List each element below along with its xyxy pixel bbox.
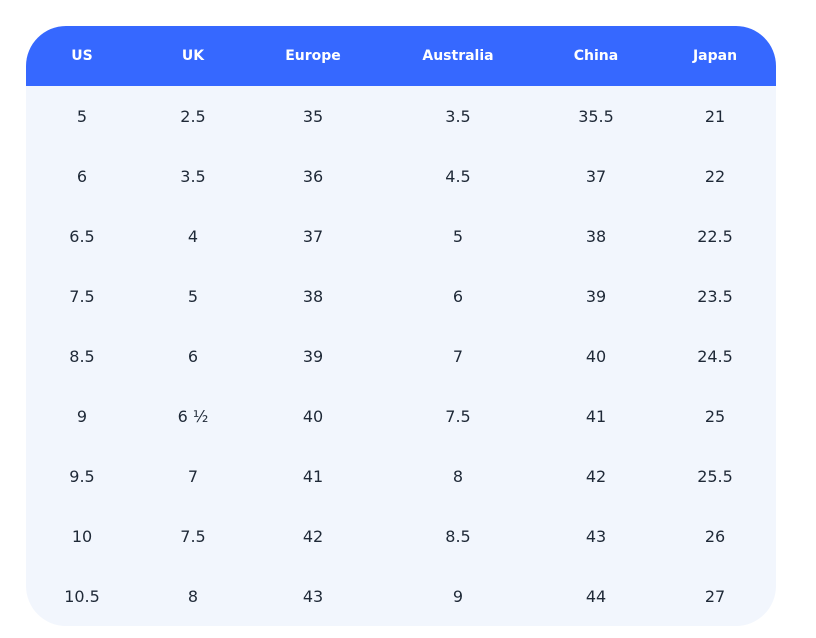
table-cell: 39 xyxy=(585,286,607,306)
table-cell: 22 xyxy=(704,166,726,186)
table-cell: 21 xyxy=(704,106,726,126)
table-cell: 3.5 xyxy=(180,166,206,186)
table-cell: 37 xyxy=(585,166,607,186)
table-cell: 40 xyxy=(302,406,324,426)
table-cell: 6 xyxy=(76,166,88,186)
table-cell: 43 xyxy=(302,586,324,606)
table-cell: 5 xyxy=(76,106,88,126)
table-cell: 42 xyxy=(585,466,607,486)
table-cell: 8 xyxy=(452,466,464,486)
table-cell: 41 xyxy=(585,406,607,426)
table-cell: 35.5 xyxy=(578,106,614,126)
header-cell: Japan xyxy=(654,26,776,86)
table-cell: 8.5 xyxy=(445,526,471,546)
table-cell: 40 xyxy=(585,346,607,366)
table-cell: 26 xyxy=(704,526,726,546)
header-cell: US xyxy=(26,26,138,86)
table-cell: 44 xyxy=(585,586,607,606)
table-cell: 8 xyxy=(187,586,199,606)
table-cell: 39 xyxy=(302,346,324,366)
table-cell: 24.5 xyxy=(697,346,733,366)
table-cell: 6 xyxy=(452,286,464,306)
table-cell: 5 xyxy=(452,226,464,246)
header-cell: Australia xyxy=(378,26,538,86)
table-cell: 10 xyxy=(71,526,93,546)
table-cell: 37 xyxy=(302,226,324,246)
table-cell: 4 xyxy=(187,226,199,246)
table-cell: 9 xyxy=(452,586,464,606)
table-cell: 4.5 xyxy=(445,166,471,186)
table-cell: 43 xyxy=(585,526,607,546)
table-cell: 7 xyxy=(187,466,199,486)
table-cell: 7 xyxy=(452,346,464,366)
table-cell: 36 xyxy=(302,166,324,186)
table-cell: 22.5 xyxy=(697,226,733,246)
table-cell: 42 xyxy=(302,526,324,546)
table-cell: 9 xyxy=(76,406,88,426)
header-cell: Europe xyxy=(248,26,378,86)
table-cell: 3.5 xyxy=(445,106,471,126)
table-cell: 6 xyxy=(187,346,199,366)
table-cell: 7.5 xyxy=(69,286,95,306)
table-cell: 7.5 xyxy=(445,406,471,426)
table-cell: 5 xyxy=(187,286,199,306)
table-cell: 6 ½ xyxy=(177,406,209,426)
size-table: US UK Europe Australia China Japan 5 2.5 35 3.5 35… xyxy=(26,26,776,626)
table-cell: 8.5 xyxy=(69,346,95,366)
table-cell: 25.5 xyxy=(697,466,733,486)
header-cell: China xyxy=(538,26,654,86)
table-cell: 41 xyxy=(302,466,324,486)
table-cell: 35 xyxy=(302,106,324,126)
table-cell: 38 xyxy=(585,226,607,246)
table-cell: 9.5 xyxy=(69,466,95,486)
table-cell: 23.5 xyxy=(697,286,733,306)
table-cell: 38 xyxy=(302,286,324,306)
table-cell: 10.5 xyxy=(64,586,100,606)
table-cell: 25 xyxy=(704,406,726,426)
table-cell: 7.5 xyxy=(180,526,206,546)
table-cell: 27 xyxy=(704,586,726,606)
table-cell: 2.5 xyxy=(180,106,206,126)
table-cell: 6.5 xyxy=(69,226,95,246)
header-cell: UK xyxy=(138,26,248,86)
